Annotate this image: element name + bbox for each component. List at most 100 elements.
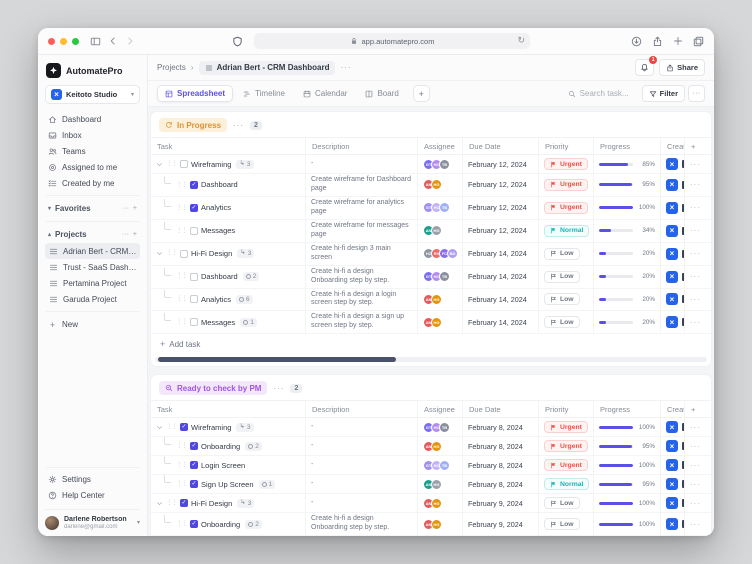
row-more-button[interactable]: ···: [684, 418, 711, 436]
assignee-avatars[interactable]: HZRVFCBD: [423, 248, 458, 259]
sidebar-project-pertamina-project[interactable]: Pertamina Project: [45, 275, 140, 291]
assignee-avatars[interactable]: ANHG: [423, 225, 442, 236]
assignee-avatars[interactable]: ANHG: [423, 498, 442, 509]
task-checkbox[interactable]: ✓: [190, 204, 198, 212]
task-checkbox[interactable]: ✓: [190, 181, 198, 189]
breadcrumb-current[interactable]: Adrian Bert - CRM Dashboard: [199, 61, 336, 75]
row-more-button[interactable]: ···: [684, 174, 711, 196]
assignee-avatars[interactable]: GTHCTB: [423, 422, 450, 433]
assignee-avatars[interactable]: GTHCTB: [423, 271, 450, 282]
row-more-button[interactable]: ···: [684, 437, 711, 455]
breadcrumb-root[interactable]: Projects: [157, 63, 186, 72]
sidebar-item-created-by-me[interactable]: Created by me: [45, 175, 140, 191]
sidebar-item-help-center[interactable]: Help Center: [45, 488, 140, 504]
minimize-window-button[interactable]: [60, 38, 67, 45]
toolbar-more-button[interactable]: ···: [688, 85, 705, 102]
assignee-avatars[interactable]: ANHG: [423, 441, 442, 452]
drag-handle[interactable]: ⋮⋮: [176, 228, 187, 235]
tab-board[interactable]: Board: [357, 85, 406, 102]
tab-overview-icon[interactable]: [693, 36, 704, 47]
assignee-avatars[interactable]: GTHCTB: [423, 202, 450, 213]
scrollbar-thumb[interactable]: [158, 357, 396, 362]
priority-badge[interactable]: Low: [544, 518, 580, 530]
task-checkbox[interactable]: [190, 295, 198, 303]
assignee-avatars[interactable]: ANHG: [423, 479, 442, 490]
assignee-avatars[interactable]: GTHCTB: [423, 460, 450, 471]
group-status-badge[interactable]: Ready to check by PM: [159, 381, 267, 395]
favorites-more-button[interactable]: ···: [122, 205, 129, 212]
assignee-avatars[interactable]: ANHG: [423, 294, 442, 305]
drag-handle[interactable]: ⋮⋮: [166, 250, 177, 257]
sidebar-item-inbox[interactable]: Inbox: [45, 127, 140, 143]
maximize-window-button[interactable]: [72, 38, 79, 45]
priority-badge[interactable]: Urgent: [544, 459, 588, 471]
drag-handle[interactable]: ⋮⋮: [176, 273, 187, 280]
sidebar-project-garuda-project[interactable]: Garuda Project: [45, 291, 140, 307]
priority-badge[interactable]: Low: [544, 293, 580, 305]
projects-add-button[interactable]: +: [133, 231, 137, 238]
row-more-button[interactable]: ···: [684, 197, 711, 219]
add-column-button[interactable]: +: [684, 138, 711, 154]
task-checkbox[interactable]: [190, 227, 198, 235]
downloads-icon[interactable]: [631, 36, 642, 47]
add-task-button[interactable]: +Add task: [151, 334, 711, 354]
row-more-button[interactable]: ···: [684, 311, 711, 333]
row-more-button[interactable]: ···: [684, 513, 711, 535]
user-profile[interactable]: Darlene Robertson darlene@gmail.com ▾: [45, 509, 140, 530]
share-button[interactable]: Share: [659, 59, 705, 76]
task-checkbox[interactable]: [180, 250, 188, 258]
projects-more-button[interactable]: ···: [122, 231, 129, 238]
filter-button[interactable]: Filter: [642, 85, 685, 102]
priority-badge[interactable]: Low: [544, 271, 580, 283]
task-checkbox[interactable]: [180, 160, 188, 168]
row-expand-caret[interactable]: [156, 500, 163, 507]
task-checkbox[interactable]: ✓: [190, 461, 198, 469]
tab-timeline[interactable]: Timeline: [235, 85, 293, 102]
row-more-button[interactable]: ···: [684, 475, 711, 493]
row-more-button[interactable]: ···: [684, 243, 711, 265]
priority-badge[interactable]: Urgent: [544, 179, 588, 191]
privacy-shield-icon[interactable]: [232, 36, 243, 47]
assignee-avatars[interactable]: ANHG: [423, 519, 442, 530]
tab-spreadsheet[interactable]: Spreadsheet: [157, 85, 233, 102]
task-checkbox[interactable]: ✓: [190, 520, 198, 528]
notifications-button[interactable]: 1: [635, 59, 654, 76]
search-input[interactable]: [580, 89, 632, 98]
task-checkbox[interactable]: ✓: [190, 442, 198, 450]
workspace-switcher[interactable]: × Keitoto Studio ▾: [45, 85, 140, 104]
priority-badge[interactable]: Urgent: [544, 158, 588, 170]
drag-handle[interactable]: ⋮⋮: [166, 500, 177, 507]
sidebar-item-dashboard[interactable]: Dashboard: [45, 111, 140, 127]
priority-badge[interactable]: Low: [544, 497, 580, 509]
row-expand-caret[interactable]: [156, 250, 163, 257]
sidebar-project-adrian-bert-crm-da[interactable]: Adrian Bert - CRM Da...: [45, 243, 140, 259]
new-tab-icon[interactable]: [673, 36, 683, 46]
drag-handle[interactable]: ⋮⋮: [176, 205, 187, 212]
priority-badge[interactable]: Low: [544, 248, 580, 260]
close-window-button[interactable]: [48, 38, 55, 45]
browser-sidebar-toggle-icon[interactable]: [90, 36, 101, 47]
horizontal-scrollbar[interactable]: [155, 357, 707, 362]
new-project-button[interactable]: + New: [45, 316, 140, 333]
tab-calendar[interactable]: Calendar: [295, 85, 355, 102]
row-more-button[interactable]: ···: [684, 494, 711, 512]
drag-handle[interactable]: ⋮⋮: [176, 462, 187, 469]
row-expand-caret[interactable]: [156, 161, 163, 168]
drag-handle[interactable]: ⋮⋮: [176, 182, 187, 189]
sidebar-item-assigned-to-me[interactable]: Assigned to me: [45, 159, 140, 175]
task-checkbox[interactable]: [190, 273, 198, 281]
task-search[interactable]: [568, 89, 632, 98]
row-more-button[interactable]: ···: [684, 155, 711, 173]
task-checkbox[interactable]: ✓: [190, 480, 198, 488]
projects-section-header[interactable]: ▴ Projects ··· +: [45, 226, 140, 243]
address-bar[interactable]: app.automatepro.com ↻: [254, 33, 530, 49]
task-checkbox[interactable]: [190, 318, 198, 326]
reload-icon[interactable]: ↻: [517, 35, 525, 46]
sidebar-item-settings[interactable]: Settings: [45, 472, 140, 488]
row-more-button[interactable]: ···: [684, 220, 711, 242]
drag-handle[interactable]: ⋮⋮: [176, 521, 187, 528]
drag-handle[interactable]: ⋮⋮: [166, 424, 177, 431]
priority-badge[interactable]: Urgent: [544, 421, 588, 433]
group-status-badge[interactable]: In Progress: [159, 118, 227, 132]
drag-handle[interactable]: ⋮⋮: [176, 319, 187, 326]
